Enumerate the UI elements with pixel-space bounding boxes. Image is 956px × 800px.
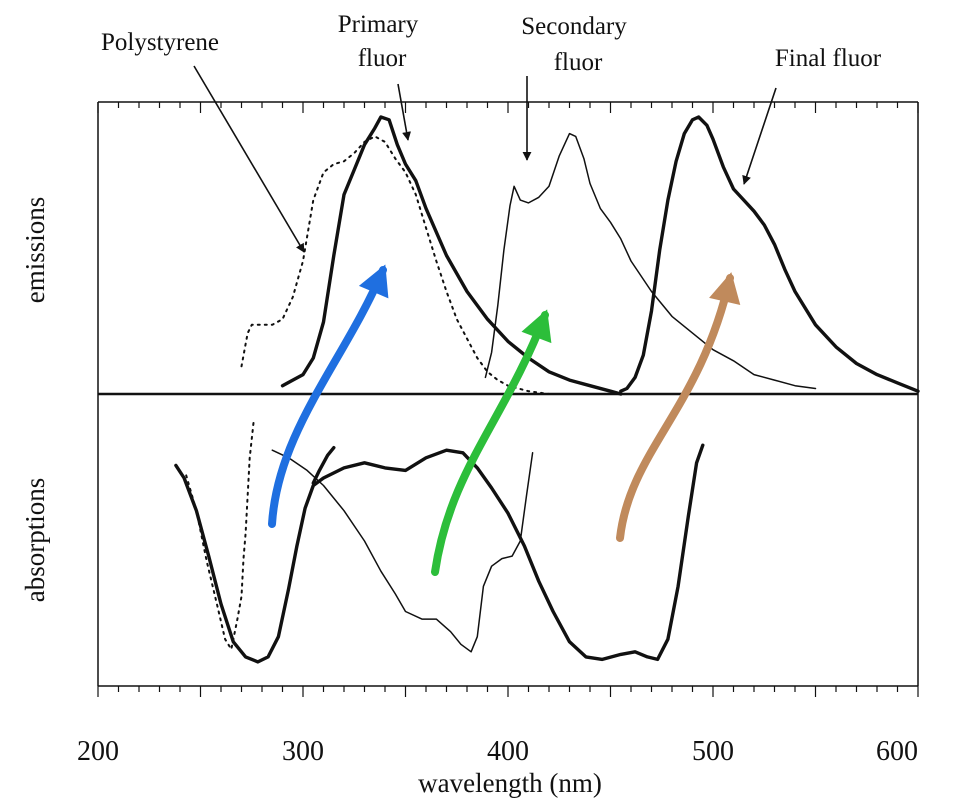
pointer-final-fluor [742,87,777,185]
transfer-arrow-shaft [431,311,549,576]
transfer-arrow-secondary-fluor [431,309,552,576]
absorptions-curve-secondary-fluor [271,449,534,653]
final-fluor-label: Final fluor [775,45,882,72]
secondary-fluor-label-line2: fluor [554,49,603,76]
absorptions-axis-title: absorptions [20,478,50,603]
spectrum-curves [174,115,920,664]
emissions-curve-polystyrene [240,135,550,395]
primary-fluor-label-line2: fluor [358,45,407,72]
absorptions-curve-polystyrene [185,419,255,651]
primary-fluor-label-line1: Primary [338,11,419,38]
absorptions-curve-primary-fluor-low [311,446,336,485]
pointer-primary-fluor [397,83,412,141]
transfer-arrow-final-fluor [616,272,741,542]
emissions-axis-title: emissions [20,197,50,304]
emissions-curve-primary-fluor [280,115,623,396]
emissions-curve-secondary-fluor [484,132,817,390]
x-tick-label: 600 [876,736,918,767]
emissions-curve-final-fluor [619,115,920,393]
x-axis-title: wavelength (nm) [418,768,602,798]
annotation-pointers [193,65,777,253]
transfer-arrow-shaft [268,266,387,528]
x-tick-label: 200 [77,736,119,767]
transfer-arrow-shaft [616,274,734,542]
pointer-polystyrene [193,65,305,253]
transfer-arrow-head [709,272,741,305]
energy-transfer-arrows [268,264,741,576]
transfer-arrow-head [521,309,552,344]
x-tick-label: 500 [692,736,734,767]
tick-marks [97,102,919,697]
absorptions-curve-primary-fluor [174,443,705,664]
secondary-fluor-label-line1: Secondary [521,13,627,40]
x-tick-label: 400 [487,736,529,767]
x-tick-label: 300 [282,736,324,767]
transfer-arrow-head [358,264,389,299]
transfer-arrow-primary-fluor [268,264,389,528]
polystyrene-label: Polystyrene [101,29,219,56]
